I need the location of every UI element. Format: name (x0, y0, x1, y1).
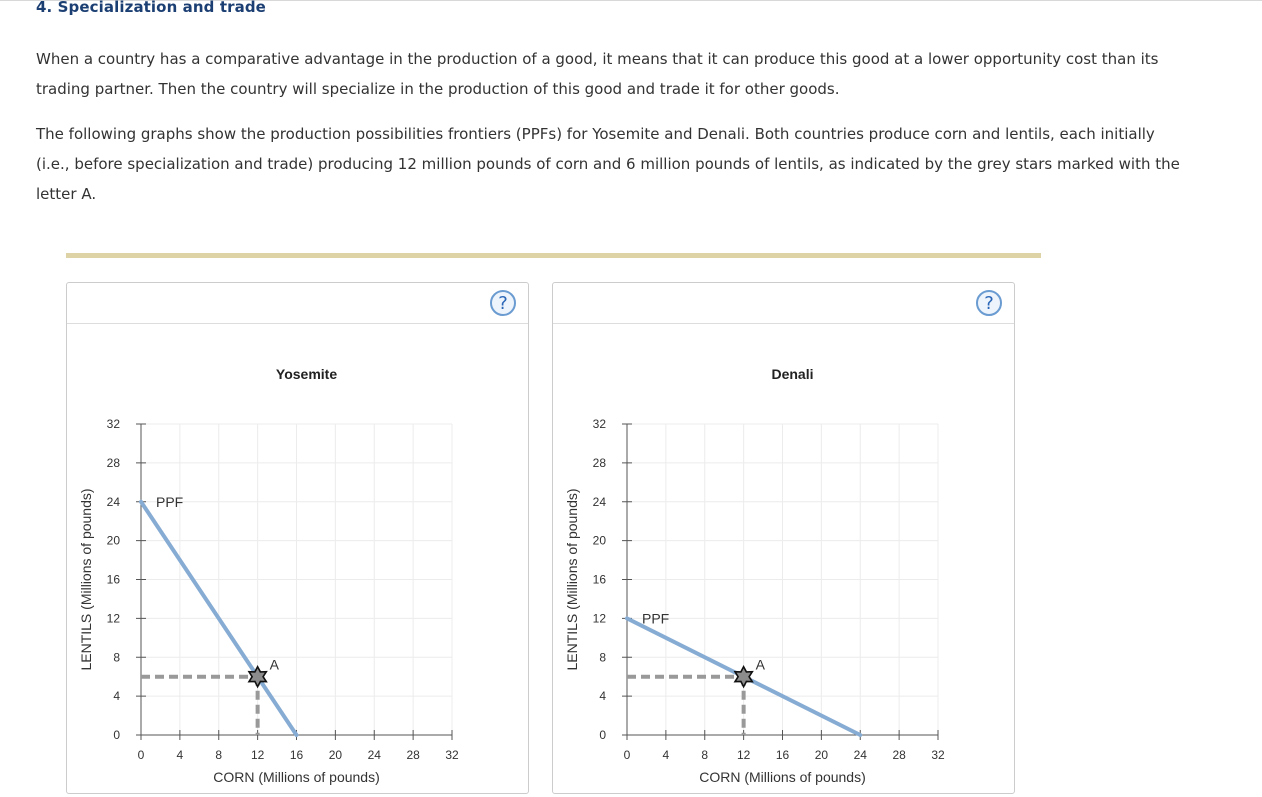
x-tick-label: 24 (368, 748, 382, 762)
y-tick-label: 28 (107, 456, 121, 470)
y-axis-label: LENTILS (Millions of pounds) (78, 488, 94, 670)
x-tick-label: 20 (329, 748, 343, 762)
chart-title: Denali (771, 366, 813, 382)
y-tick-label: 12 (107, 611, 121, 625)
y-tick-label: 20 (107, 534, 121, 548)
point-a-star-marker (733, 664, 754, 689)
intro-paragraph: When a country has a comparative advanta… (36, 50, 1159, 98)
y-tick-label: 4 (599, 689, 606, 703)
y-tick-label: 24 (107, 495, 121, 509)
denali-graph-panel: ? Denali 0 4 8 12 16 20 24 28 32 0 4 8 12 16 20 24 28 32 CO… (552, 282, 1015, 794)
y-tick-label: 12 (593, 611, 607, 625)
x-axis-label: CORN (Millions of pounds) (699, 769, 866, 785)
x-tick-label: 32 (445, 748, 459, 762)
x-tick-label: 28 (892, 748, 906, 762)
y-tick-label: 8 (113, 650, 120, 664)
denali-chart: Denali 0 4 8 12 16 20 24 28 32 0 4 8 12 16 20 24 28 32 CORN… (564, 366, 945, 785)
x-tick-label: 28 (406, 748, 420, 762)
ppf-line (139, 499, 299, 737)
section-heading: 4. Specialization and trade (36, 0, 266, 16)
ppf-label: PPF (156, 494, 183, 510)
graphs-description-paragraph: The following graphs show the production… (36, 125, 1180, 203)
y-tick-label: 32 (593, 417, 607, 431)
panel-header: ? (553, 283, 1014, 324)
x-tick-label: 20 (815, 748, 829, 762)
point-a-label: A (756, 657, 766, 673)
panel-header: ? (67, 283, 528, 324)
ppf-label: PPF (642, 610, 669, 626)
chart-title: Yosemite (276, 366, 337, 382)
y-tick-label: 0 (599, 728, 606, 742)
y-tick-label: 20 (593, 534, 607, 548)
x-axis-label: CORN (Millions of pounds) (213, 769, 380, 785)
y-tick-label: 0 (113, 728, 120, 742)
help-icon[interactable]: ? (976, 290, 1002, 316)
y-tick-label: 4 (113, 689, 120, 703)
y-tick-label: 16 (593, 573, 607, 587)
y-tick-label: 16 (107, 573, 121, 587)
x-tick-label: 4 (177, 748, 184, 762)
point-a-star-marker (247, 664, 268, 689)
x-tick-label: 12 (251, 748, 265, 762)
x-tick-label: 4 (663, 748, 670, 762)
x-tick-label: 32 (931, 748, 945, 762)
x-tick-label: 0 (624, 748, 631, 762)
y-tick-label: 28 (593, 456, 607, 470)
help-icon[interactable]: ? (490, 290, 516, 316)
y-tick-label: 8 (599, 650, 606, 664)
x-tick-label: 12 (737, 748, 751, 762)
y-tick-label: 32 (107, 417, 121, 431)
yosemite-graph-panel: ? Yosemite 0 4 8 12 16 20 24 28 32 0 4 8 12 16 20 24 28 32… (66, 282, 529, 794)
yosemite-chart: Yosemite 0 4 8 12 16 20 24 28 32 0 4 8 12 16 20 24 28 32 CO… (78, 366, 459, 785)
x-tick-label: 8 (701, 748, 708, 762)
x-tick-label: 24 (854, 748, 868, 762)
point-a-label: A (270, 657, 280, 673)
top-border (0, 0, 1262, 1)
y-tick-label: 24 (593, 495, 607, 509)
section-divider (66, 253, 1041, 258)
x-tick-label: 16 (290, 748, 304, 762)
x-tick-label: 8 (215, 748, 222, 762)
y-axis-label: LENTILS (Millions of pounds) (564, 488, 580, 670)
x-tick-label: 16 (776, 748, 790, 762)
x-tick-label: 0 (138, 748, 145, 762)
